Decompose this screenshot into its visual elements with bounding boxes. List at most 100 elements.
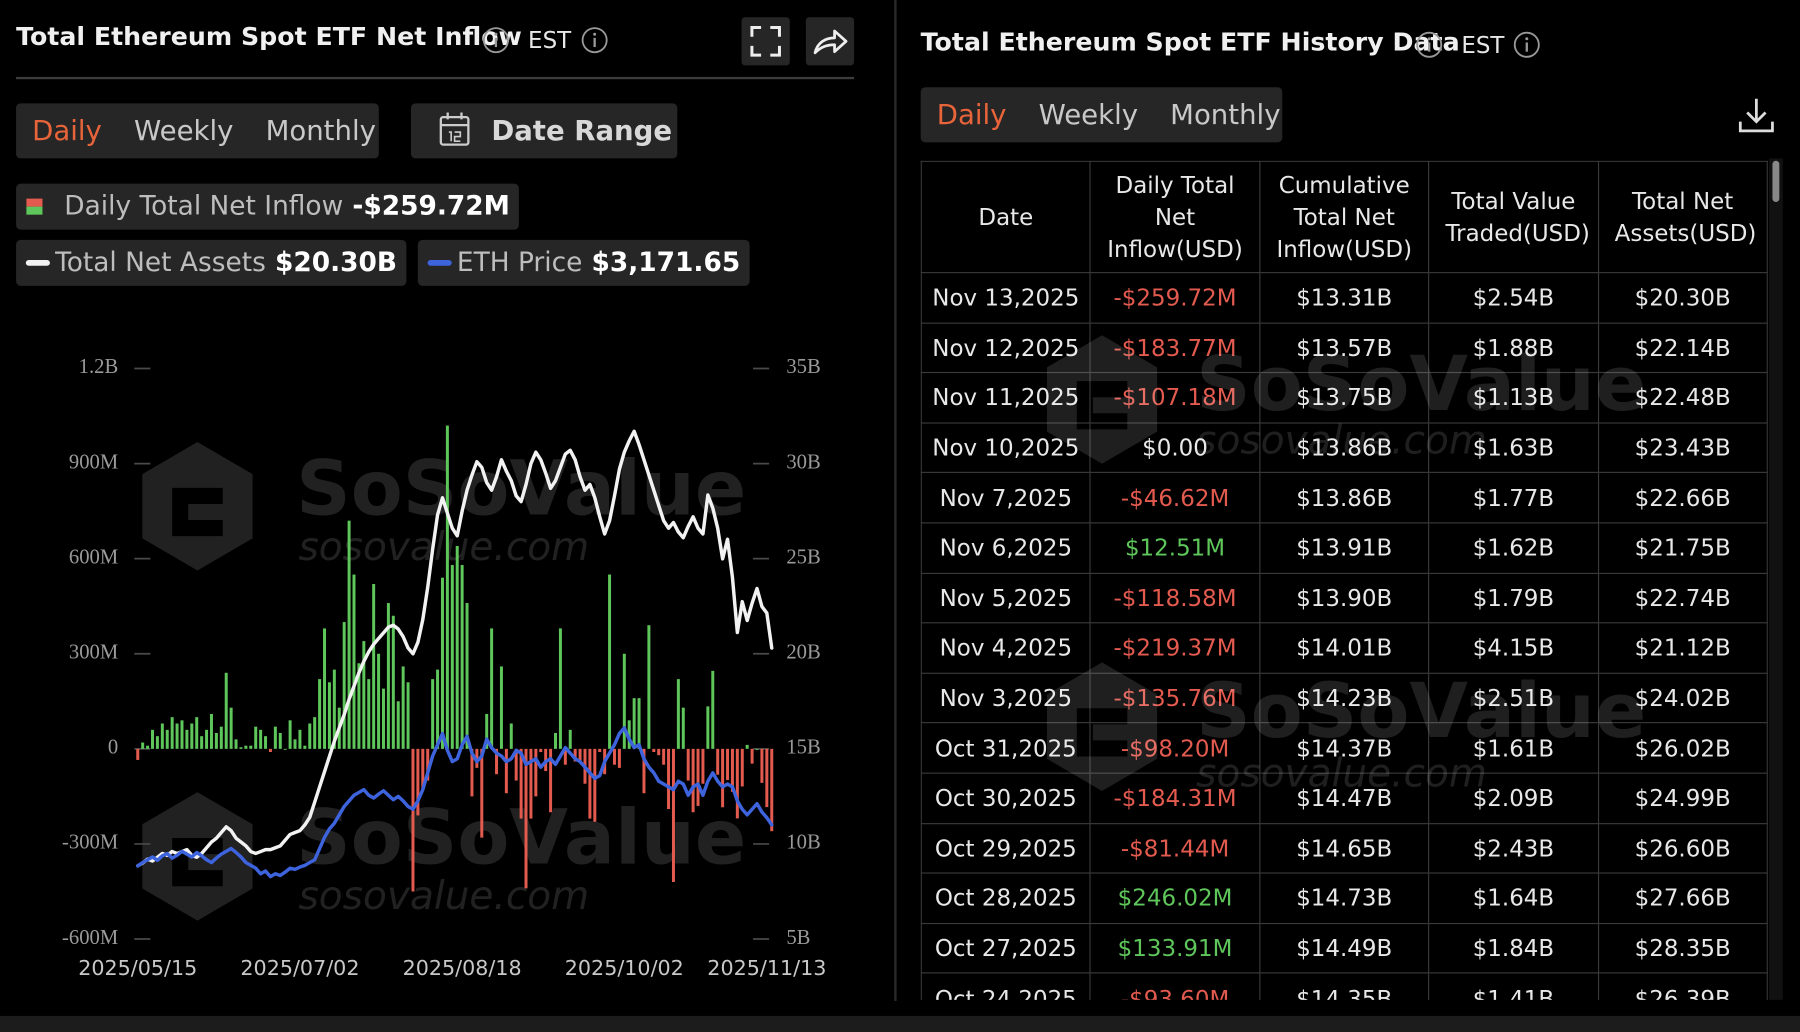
value-cell: $1.79B <box>1428 572 1599 624</box>
period-tabs: Daily Weekly Monthly <box>920 87 1283 143</box>
bar <box>303 745 307 749</box>
table-row[interactable]: Nov 6,2025 $12.51M $13.91B $1.62B $21.75B <box>920 522 1768 574</box>
panel-title: Total Ethereum Spot ETF Net Inflow <box>16 22 522 52</box>
tab[interactable]: Monthly <box>265 114 376 147</box>
bar <box>283 748 287 750</box>
value-cell: $1.64B <box>1428 872 1599 924</box>
info-icon[interactable] <box>581 26 609 54</box>
column-header[interactable]: Total Value Traded(USD) <box>1428 160 1599 274</box>
value-cell: $1.77B <box>1428 472 1599 524</box>
value-cell: $22.14B <box>1597 322 1768 374</box>
bar <box>190 723 194 749</box>
tab[interactable]: Monthly <box>1170 98 1281 131</box>
tab[interactable]: Daily <box>936 98 1007 131</box>
table-row[interactable]: Oct 30,2025 -$184.31M $14.47B $2.09B $24.99B <box>920 772 1768 824</box>
table-row[interactable]: Oct 28,2025 $246.02M $14.73B $1.64B $27.66B <box>920 872 1768 924</box>
y2-tick-label: 35B <box>786 356 820 378</box>
table-row[interactable]: Nov 7,2025 -$46.62M $13.86B $1.77B $22.66B <box>920 472 1768 524</box>
y2-tick-label: 20B <box>786 641 820 663</box>
bar <box>381 688 385 749</box>
tab[interactable]: Daily <box>32 114 102 147</box>
bar <box>721 748 725 808</box>
value-cell: $2.54B <box>1428 272 1599 324</box>
column-header[interactable]: Daily Total Net Inflow(USD) <box>1089 160 1261 274</box>
bar <box>259 729 263 749</box>
value-cell: $27.66B <box>1597 872 1768 924</box>
value-cell: $1.63B <box>1428 422 1599 474</box>
table-row[interactable]: Nov 3,2025 -$135.76M $14.23B $2.51B $24.02B <box>920 672 1768 724</box>
bar <box>180 720 184 749</box>
watermark-url: sosovalue.com <box>298 525 589 570</box>
bar <box>480 748 484 838</box>
table-row[interactable]: Nov 12,2025 -$183.77M $13.57B $1.88B $22.14B <box>920 322 1768 374</box>
bar <box>568 729 572 749</box>
date-cell: Nov 10,2025 <box>920 422 1092 474</box>
value-cell: -$107.18M <box>1089 372 1261 424</box>
bar <box>760 748 764 783</box>
column-header[interactable]: Date <box>920 160 1092 274</box>
header-row: Date Daily Total Net Inflow(USD) Cumulativ… <box>920 160 1768 274</box>
table-row[interactable]: Nov 10,2025 $0.00 $13.86B $1.63B $23.43B <box>920 422 1768 474</box>
bar <box>750 748 754 764</box>
value-cell: $14.37B <box>1259 722 1430 774</box>
bar <box>490 628 494 749</box>
line <box>136 726 774 879</box>
bar <box>431 679 435 749</box>
fullscreen-button[interactable] <box>741 17 790 66</box>
column-header[interactable]: Cumulative Total Net Inflow(USD) <box>1259 160 1430 274</box>
bar <box>200 736 204 749</box>
table-row[interactable]: Nov 13,2025 -$259.72M $13.31B $2.54B $20.30B <box>920 272 1768 324</box>
download-button[interactable] <box>1736 94 1777 135</box>
bar <box>362 641 366 749</box>
bar <box>499 666 503 749</box>
info-icon[interactable] <box>482 26 510 54</box>
bar <box>485 713 489 749</box>
y-tick-label: 0 <box>108 737 118 759</box>
value-cell: $13.31B <box>1259 272 1430 324</box>
scrollbar-thumb[interactable] <box>1772 160 1780 203</box>
legend-value: $20.30B <box>275 247 398 278</box>
value-cell: $13.91B <box>1259 522 1430 574</box>
table-row[interactable]: Oct 31,2025 -$98.20M $14.37B $1.61B $26.02B <box>920 722 1768 774</box>
tab[interactable]: Weekly <box>134 114 234 147</box>
bar <box>539 748 543 753</box>
y2-tick-label: 5B <box>786 927 810 949</box>
bar <box>593 748 597 822</box>
scrollbar[interactable] <box>1769 158 1783 1000</box>
share-button[interactable] <box>805 17 855 66</box>
table-row[interactable]: Oct 29,2025 -$81.44M $14.65B $2.43B $26.60B <box>920 822 1768 874</box>
bar <box>504 748 508 794</box>
bar <box>549 748 553 813</box>
y-tick-label: -300M <box>62 832 118 854</box>
bar <box>460 565 464 749</box>
table-row[interactable]: Nov 11,2025 -$107.18M $13.75B $1.13B $22.48B <box>920 372 1768 424</box>
value-cell: $2.51B <box>1428 672 1599 724</box>
date-cell: Nov 7,2025 <box>920 472 1092 524</box>
value-cell: -$118.58M <box>1089 572 1261 624</box>
value-cell: $26.39B <box>1597 972 1768 1000</box>
x-tick-label: 2025/10/02 <box>565 956 684 980</box>
value-cell: $14.01B <box>1259 622 1430 674</box>
info-icon[interactable] <box>1513 31 1541 59</box>
table-row[interactable]: Oct 24,2025 -$93.60M $14.35B $1.41B $26.39B <box>920 972 1768 1000</box>
value-cell: $13.86B <box>1259 472 1430 524</box>
value-cell: $133.91M <box>1089 922 1261 974</box>
bar <box>681 707 685 749</box>
info-icon[interactable] <box>1415 31 1443 59</box>
date-cell: Oct 31,2025 <box>920 722 1092 774</box>
value-cell: $12.51M <box>1089 522 1261 574</box>
table-row[interactable]: Nov 5,2025 -$118.58M $13.90B $1.79B $22.74B <box>920 572 1768 624</box>
bar <box>170 717 174 749</box>
bottom-bar <box>0 1015 1800 1032</box>
table-row[interactable]: Oct 27,2025 $133.91M $14.49B $1.84B $28.35B <box>920 922 1768 974</box>
tab[interactable]: Weekly <box>1038 98 1139 131</box>
bar <box>534 748 538 797</box>
date-cell: Nov 3,2025 <box>920 672 1092 724</box>
date-range-button[interactable]: Date Range <box>410 103 678 159</box>
table-row[interactable]: Nov 4,2025 -$219.37M $14.01B $4.15B $21.12B <box>920 622 1768 674</box>
bar <box>396 701 400 749</box>
date-cell: Oct 27,2025 <box>920 922 1092 974</box>
value-cell: $24.99B <box>1597 772 1768 824</box>
column-header[interactable]: Total Net Assets(USD) <box>1597 160 1768 274</box>
